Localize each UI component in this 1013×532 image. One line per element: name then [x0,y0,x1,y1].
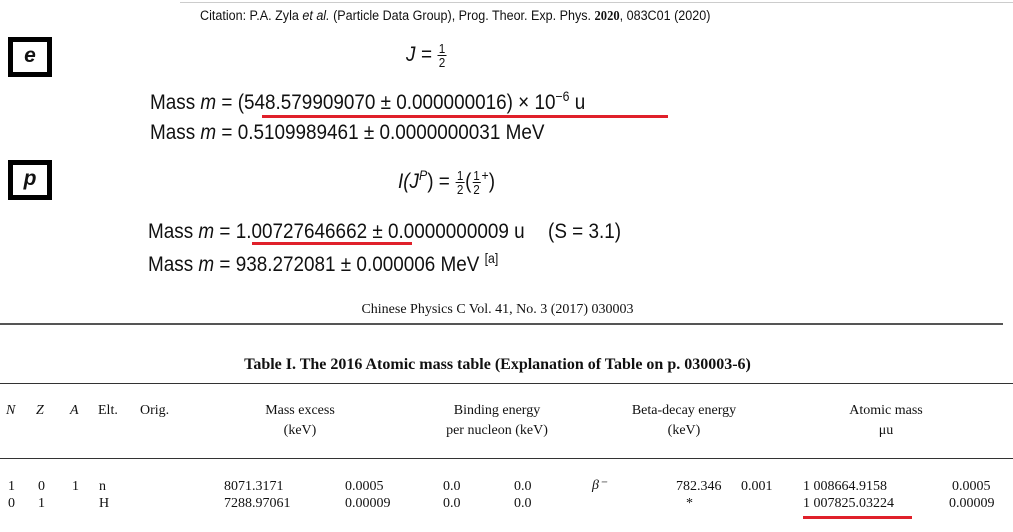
electron-mass-mev: Mass m = 0.5109989461 ± 0.0000000031 MeV [150,121,545,144]
pdg-citation: Citation: P.A. Zyla et al. (Particle Dat… [200,8,711,23]
proton-mass-highlight [252,242,412,245]
electron-label-box: e [8,37,52,77]
table-top-rule [0,383,1013,384]
table-header-rule [0,458,1013,459]
col-n: N [6,403,16,418]
page-top-rule [180,2,1013,3]
header-rule [0,323,1003,325]
journal-header: Chinese Physics C Vol. 41, No. 3 (2017) … [361,302,634,317]
table-title: Table I. The 2016 Atomic mass table (Exp… [244,356,751,373]
col-z: Z [36,403,44,418]
col-elt: Elt. [98,403,118,418]
proton-mass-u: Mass m = 1.00727646662 ± 0.0000000009 u(… [148,220,622,243]
col-a: A [70,403,79,418]
electron-mass-highlight [262,115,668,118]
col-orig: Orig. [140,403,170,418]
proton-mass-mev: Mass m = 938.272081 ± 0.000006 MeV [a] [148,251,499,276]
col-atomic-mass: Atomic mass μu [849,403,923,438]
col-binding-energy: Binding energy per nucleon (keV) [446,403,548,438]
electron-mass-u: Mass m = (548.579909070 ± 0.000000016) ×… [150,89,586,114]
proton-label-box: p [8,160,52,200]
col-beta-decay: Beta-decay energy (keV) [631,403,737,438]
hydrogen-mass-highlight [803,516,912,519]
col-mass-excess: Mass excess (keV) [265,403,335,438]
proton-quantum-numbers: I(JP) = 1 2(1 2 +) [398,167,496,197]
